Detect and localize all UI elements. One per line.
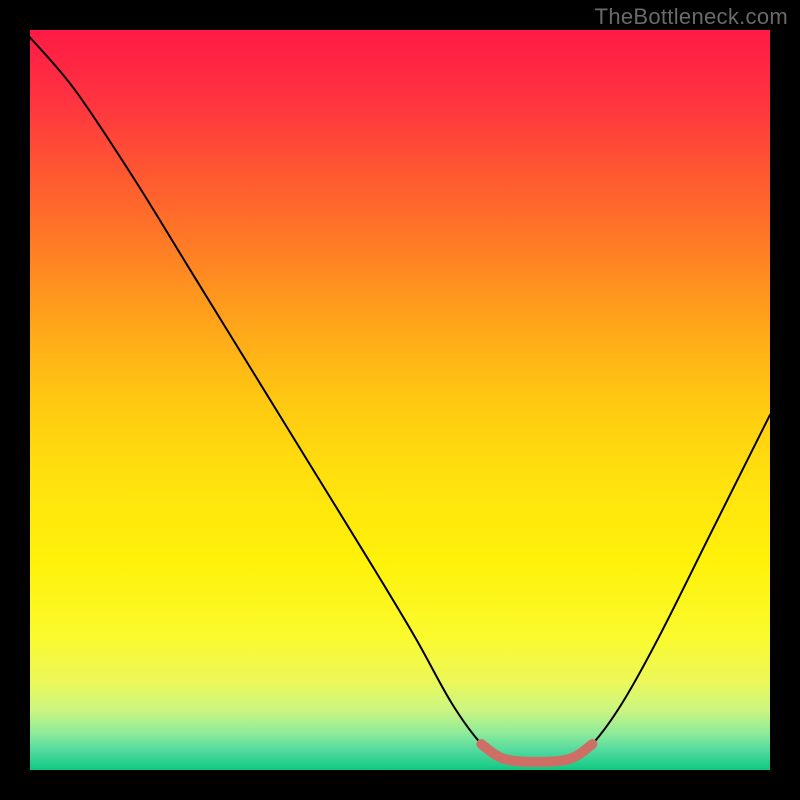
- attribution-text: TheBottleneck.com: [595, 4, 788, 30]
- chart-container: TheBottleneck.com: [0, 0, 800, 800]
- bottleneck-chart: [0, 0, 800, 800]
- plot-background: [30, 30, 770, 770]
